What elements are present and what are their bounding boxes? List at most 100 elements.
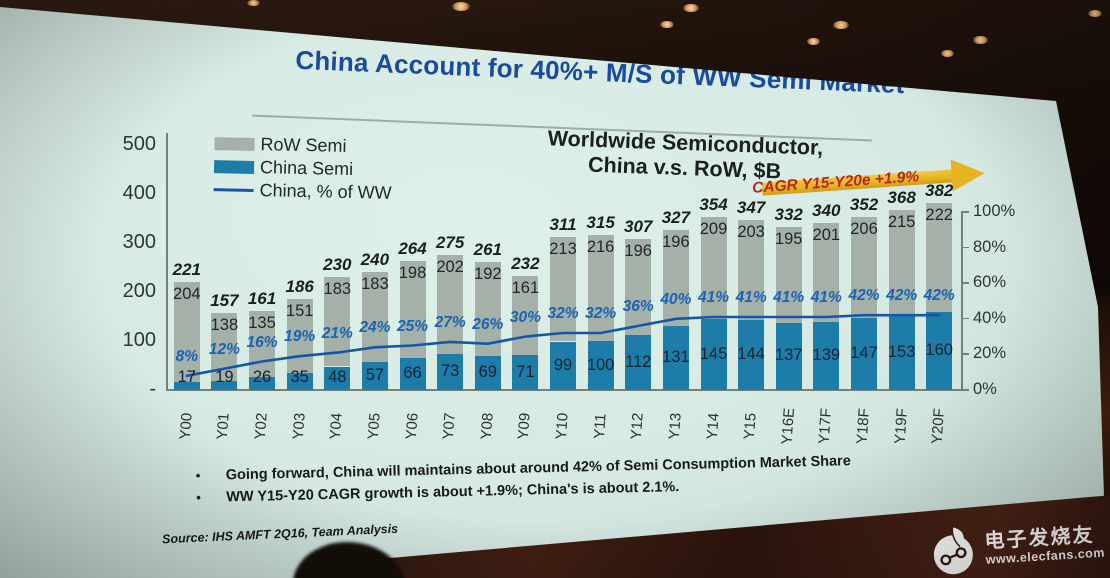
x-axis-label: Y20F	[928, 407, 949, 445]
label-china-percent: 25%	[396, 317, 429, 335]
label-row-value: 183	[361, 275, 389, 294]
label-china-value: 137	[774, 346, 803, 365]
label-total: 186	[285, 276, 314, 296]
label-total: 311	[549, 215, 577, 235]
label-total: 368	[887, 187, 916, 207]
bar-china-semi	[173, 381, 200, 390]
bar-row-semi	[888, 209, 915, 315]
x-axis-label: Y03	[289, 412, 309, 441]
label-row-value: 215	[887, 212, 916, 231]
label-total: 382	[925, 180, 954, 200]
label-total: 340	[812, 201, 841, 221]
label-row-value: 202	[436, 258, 464, 277]
label-china-percent: 41%	[810, 289, 842, 306]
ceiling-light	[807, 38, 820, 45]
right-axis-tick	[961, 317, 969, 320]
label-row-value: 209	[699, 219, 728, 238]
label-total: 347	[736, 198, 766, 217]
x-axis-label: Y18F	[853, 407, 873, 445]
left-axis-tick-label: 400	[122, 182, 156, 204]
x-axis-line	[166, 389, 962, 391]
label-row-value: 201	[812, 226, 841, 245]
x-axis-label: Y04	[327, 412, 346, 441]
label-china-value: 69	[478, 363, 497, 382]
ceiling-light	[247, 0, 260, 6]
label-china-value: 73	[440, 362, 460, 381]
ceiling-light	[683, 4, 699, 12]
x-axis-label: Y01	[214, 412, 234, 441]
label-row-value: 192	[474, 265, 502, 284]
x-axis-label: Y06	[402, 412, 422, 441]
label-china-value: 131	[662, 347, 690, 366]
label-china-value: 48	[328, 368, 347, 386]
label-china-percent: 42%	[848, 287, 880, 305]
label-china-value: 100	[586, 355, 615, 374]
bar-row-semi	[926, 202, 953, 312]
x-axis-label: Y09	[515, 412, 535, 441]
label-china-value: 144	[737, 344, 765, 363]
bullet-dot-icon	[196, 489, 226, 506]
x-axis-label: Y07	[439, 412, 459, 441]
x-axis-label: Y08	[477, 412, 497, 441]
right-axis-tick-label: 0%	[973, 380, 997, 398]
label-row-value: 203	[737, 223, 765, 241]
label-china-percent: 41%	[735, 289, 767, 306]
bar-china-semi	[211, 380, 238, 390]
label-total: 264	[398, 238, 427, 258]
right-axis-tick-label: 20%	[973, 344, 1007, 363]
bar-row-semi	[738, 220, 765, 320]
ceiling-light	[941, 50, 954, 57]
right-axis-tick-label: 40%	[973, 308, 1007, 327]
bar-row-semi	[813, 223, 840, 322]
label-row-value: 216	[586, 238, 615, 257]
label-row-value: 198	[398, 263, 427, 282]
label-china-percent: 32%	[585, 305, 617, 322]
label-china-value: 139	[812, 345, 841, 364]
x-axis-label: Y10	[552, 412, 572, 441]
ceiling-light	[833, 21, 849, 29]
label-total: 157	[210, 291, 239, 311]
label-row-value: 206	[850, 220, 878, 238]
label-row-value: 135	[248, 314, 276, 333]
bar-row-semi	[851, 217, 877, 318]
x-axis-label: Y05	[364, 412, 384, 441]
label-row-value: 151	[285, 301, 314, 320]
label-china-value: 66	[403, 363, 422, 382]
label-total: 307	[624, 217, 653, 237]
right-axis-line	[961, 212, 963, 390]
bar-china-semi	[286, 372, 313, 390]
label-china-percent: 8%	[175, 347, 198, 365]
label-total: 354	[699, 194, 728, 214]
label-china-percent: 27%	[434, 313, 466, 331]
x-axis-label: Y19F	[891, 407, 911, 445]
right-axis-tick	[961, 246, 969, 249]
x-axis-label: Y17F	[815, 407, 836, 445]
bar-row-semi	[775, 227, 802, 323]
label-total: 352	[849, 195, 879, 214]
label-china-percent: 40%	[660, 290, 692, 308]
x-axis-label: Y14	[703, 412, 723, 441]
right-axis-tick	[961, 211, 969, 213]
ceiling-light	[660, 21, 674, 28]
bullet-text: WW Y15-Y20 CAGR growth is about +1.9%; C…	[226, 479, 680, 506]
right-axis-tick	[961, 389, 969, 391]
left-axis-tick-label: 100	[122, 329, 156, 351]
ceiling-light	[1088, 10, 1102, 17]
bar-row-semi	[700, 216, 727, 319]
label-china-percent: 36%	[622, 297, 654, 315]
left-axis-tick-label: 300	[122, 231, 156, 253]
label-total: 315	[586, 213, 615, 233]
elecfans-watermark: 电子发烧友 www.elecfans.com	[926, 516, 1105, 578]
label-china-value: 160	[925, 340, 953, 359]
label-row-value: 222	[925, 205, 953, 224]
label-china-value: 57	[365, 366, 385, 384]
x-axis-label: Y13	[665, 412, 685, 441]
label-china-value: 35	[290, 368, 309, 386]
label-china-percent: 42%	[923, 287, 955, 305]
label-china-percent: 42%	[886, 287, 918, 305]
x-axis-label: Y15	[740, 412, 760, 441]
label-china-value: 26	[252, 368, 272, 386]
bar-china-semi	[249, 377, 275, 390]
x-axis-label: Y12	[628, 412, 647, 441]
